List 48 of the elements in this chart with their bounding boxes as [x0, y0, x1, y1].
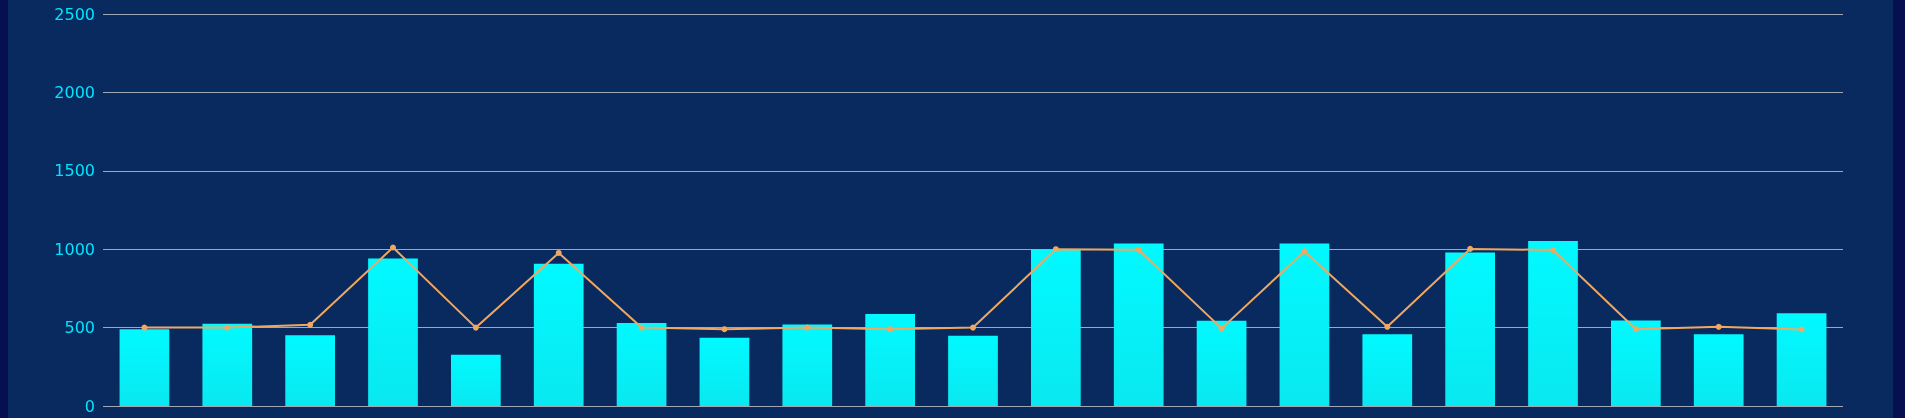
bar — [451, 354, 501, 406]
bar — [1611, 320, 1661, 406]
bar — [202, 323, 253, 406]
bar — [1776, 313, 1827, 406]
bar — [1693, 334, 1744, 406]
point — [224, 324, 231, 331]
y-tick-label: 2500 — [54, 4, 95, 24]
bar — [616, 322, 667, 406]
y-tick-label: 500 — [64, 318, 95, 338]
bar — [1362, 334, 1413, 406]
point — [887, 326, 894, 333]
point — [1715, 323, 1722, 330]
point — [638, 324, 645, 331]
bar — [1445, 252, 1495, 406]
y-tick-label: 1000 — [54, 239, 95, 259]
point — [1467, 245, 1474, 252]
y-tick-label: 0 — [84, 396, 95, 416]
bar — [119, 329, 170, 406]
point — [472, 324, 479, 331]
point — [1218, 325, 1225, 332]
point — [721, 326, 728, 333]
bar — [368, 258, 418, 406]
bar — [782, 324, 833, 406]
point — [1384, 323, 1391, 330]
point — [1798, 326, 1805, 333]
bar — [285, 335, 335, 406]
bar — [1196, 320, 1247, 406]
y-tick-label: 2000 — [54, 82, 95, 102]
bar — [1031, 249, 1081, 406]
point — [1632, 326, 1639, 333]
bar — [1528, 241, 1578, 406]
bar — [948, 335, 998, 406]
point — [970, 324, 976, 331]
point — [1135, 246, 1142, 253]
bar — [533, 263, 584, 406]
bar — [699, 337, 750, 406]
point — [1550, 246, 1556, 253]
bar — [1113, 243, 1164, 406]
bar — [865, 314, 915, 406]
bar — [1279, 243, 1330, 406]
point — [390, 244, 396, 251]
point — [141, 324, 148, 331]
point — [307, 321, 314, 328]
point — [804, 324, 811, 331]
y-tick-label: 1500 — [54, 161, 95, 181]
point — [1301, 248, 1308, 255]
point — [555, 249, 562, 256]
point — [1052, 246, 1059, 253]
